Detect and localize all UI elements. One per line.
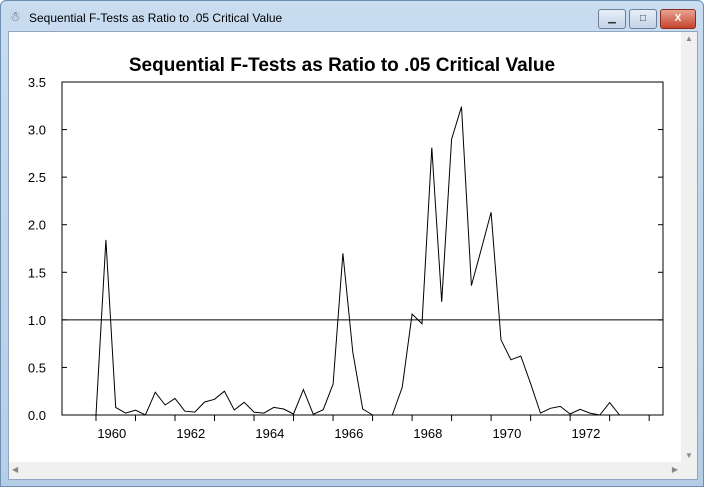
y-tick-label: 2.0 — [28, 218, 46, 233]
minimize-button[interactable]: ▁ — [598, 9, 626, 29]
scroll-down-icon[interactable]: ▼ — [685, 451, 693, 460]
x-tick-label: 1972 — [571, 426, 600, 441]
y-tick-label: 0.5 — [28, 360, 46, 375]
x-tick-label: 1966 — [334, 426, 363, 441]
maximize-button[interactable]: □ — [629, 9, 657, 29]
y-tick-label: 3.0 — [28, 123, 46, 138]
close-button[interactable]: X — [660, 9, 696, 29]
x-tick-label: 1964 — [255, 426, 284, 441]
resize-grip-icon[interactable] — [681, 462, 697, 479]
scroll-left-icon[interactable]: ◀ — [12, 465, 19, 474]
y-tick-label: 0.0 — [28, 408, 46, 423]
y-tick-label: 3.5 — [28, 75, 46, 90]
scroll-up-icon[interactable]: ▲ — [685, 34, 693, 43]
y-tick-label: 1.5 — [28, 265, 46, 280]
series-line — [95, 239, 373, 416]
vertical-scrollbar[interactable]: ▲ ▼ — [681, 32, 697, 462]
horizontal-scrollbar[interactable]: ◀ ▶ — [9, 462, 681, 479]
plot-frame — [61, 81, 664, 416]
window-title: Sequential F-Tests as Ratio to .05 Criti… — [29, 11, 283, 25]
x-tick-label: 1968 — [413, 426, 442, 441]
x-tick-label: 1970 — [492, 426, 521, 441]
chart-title: Sequential F-Tests as Ratio to .05 Criti… — [129, 55, 555, 76]
y-tick-label: 2.5 — [28, 170, 46, 185]
app-icon: ☃ — [9, 9, 21, 24]
scroll-right-icon[interactable]: ▶ — [671, 465, 678, 474]
x-tick-label: 1960 — [97, 426, 126, 441]
series-line — [391, 106, 620, 416]
chart-area: ▲ ▼ ◀ ▶ — [8, 31, 698, 480]
x-tick-label: 1962 — [176, 426, 205, 441]
y-tick-label: 1.0 — [28, 313, 46, 328]
title-bar[interactable]: ☃ Sequential F-Tests as Ratio to .05 Cri… — [1, 1, 703, 31]
